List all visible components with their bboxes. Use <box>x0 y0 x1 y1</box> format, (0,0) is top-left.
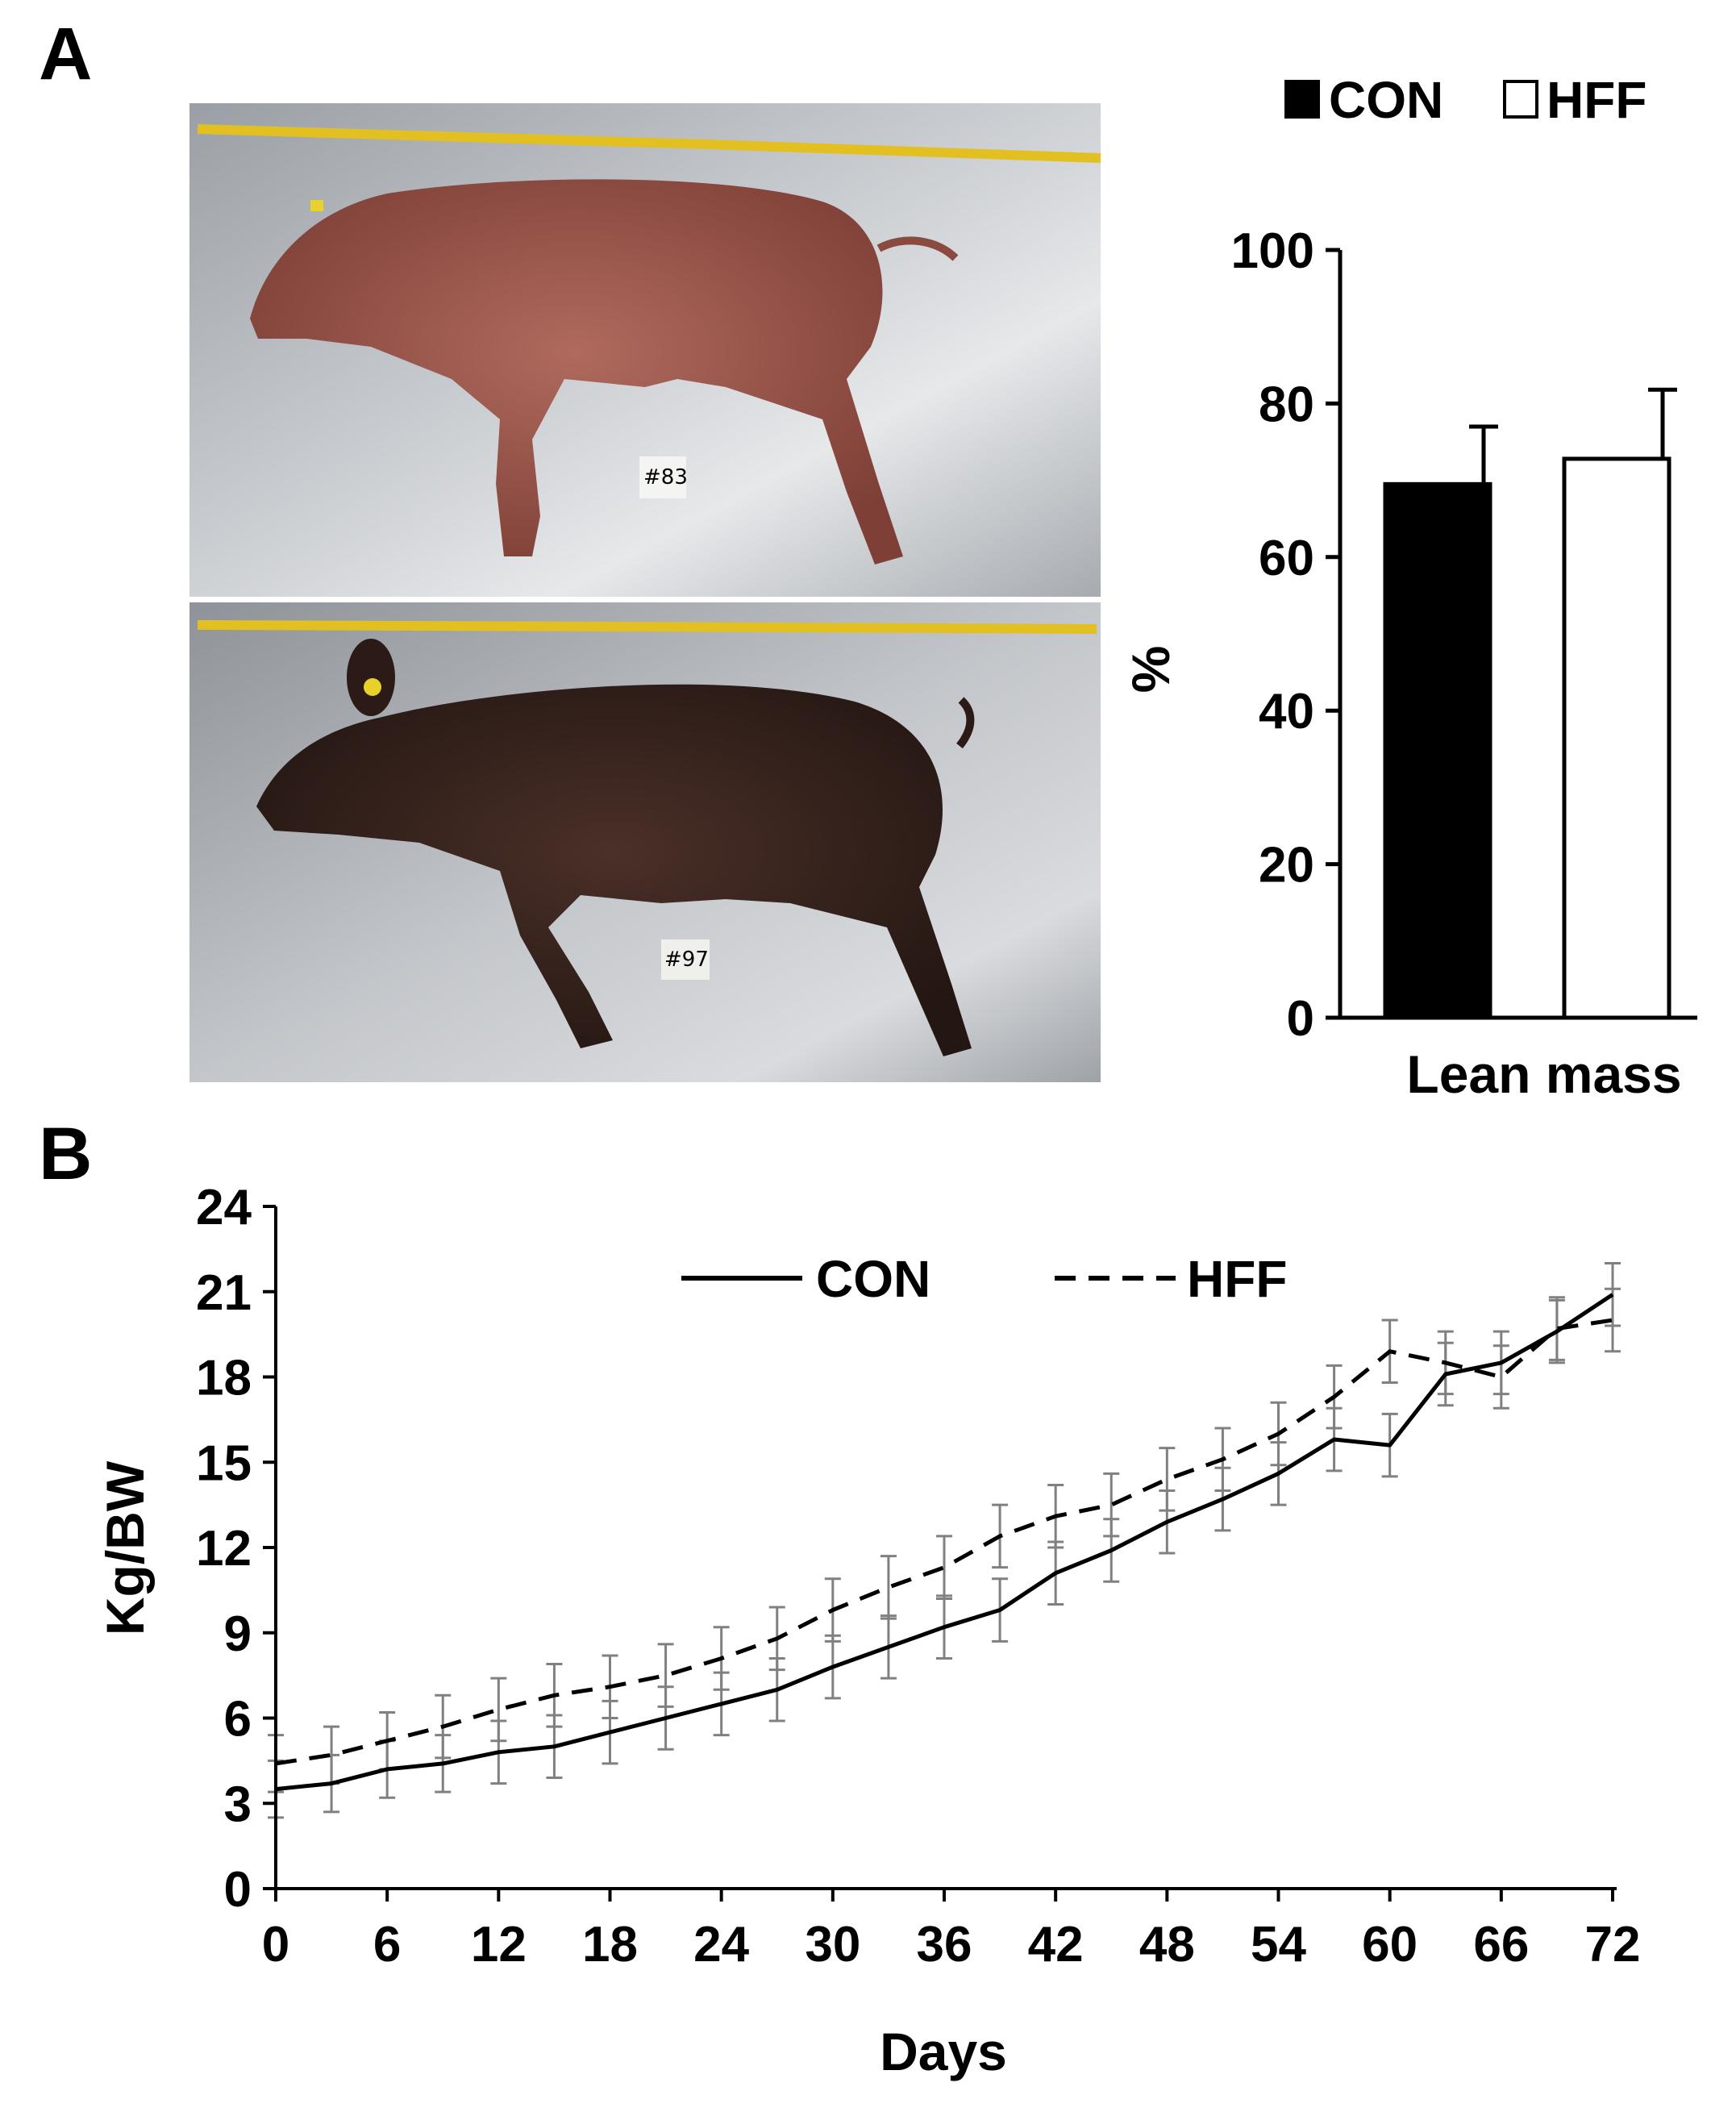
line-y-tick-label: 15 <box>196 1435 252 1491</box>
line-x-tick-label: 36 <box>917 1917 972 1972</box>
bar-y-tick-label: 0 <box>1287 991 1314 1047</box>
line-x-axis-label: Days <box>880 2022 1007 2081</box>
bar-y-tick-label: 20 <box>1259 838 1314 894</box>
bar-y-tick-label: 60 <box>1259 531 1314 586</box>
line-y-axis-label: Kg/BW <box>95 1460 155 1635</box>
legend-label-con: CON <box>1329 71 1443 129</box>
line-x-tick-label: 24 <box>693 1917 749 1972</box>
bar-bars <box>1383 387 1677 1020</box>
measuring-tape-bottom <box>197 620 1097 634</box>
line-x-tick-label: 54 <box>1251 1917 1306 1972</box>
bar-legend: CON HFF <box>1284 71 1646 129</box>
pig-tail-top <box>876 236 959 261</box>
line-y-tick-label: 3 <box>224 1777 252 1832</box>
bar-y-tick-label: 40 <box>1259 684 1314 739</box>
bar-con <box>1383 481 1492 1020</box>
line-x-tick-label: 48 <box>1139 1917 1195 1972</box>
line-x-tick-label: 6 <box>373 1917 401 1972</box>
series-line-con <box>275 1293 1614 1792</box>
line-y-tick-label: 6 <box>224 1692 252 1748</box>
line-x-tick-label: 42 <box>1028 1917 1084 1972</box>
tag-card-bottom <box>661 939 710 980</box>
tag-number-bottom: #97 <box>664 948 709 972</box>
line-x-tick-label: 60 <box>1362 1917 1418 1972</box>
line-y-tick-label: 18 <box>196 1351 252 1406</box>
line-x-tick-label: 72 <box>1585 1917 1641 1972</box>
bar-y-axis-label: % <box>1121 646 1180 694</box>
pig-tail-bottom <box>955 697 975 749</box>
panel-label-b: B <box>39 1113 92 1195</box>
line-y-tick-label: 24 <box>196 1180 252 1235</box>
bar-y-tick-label: 80 <box>1259 377 1314 432</box>
line-x-tick-label: 18 <box>582 1917 638 1972</box>
bar-hff <box>1562 456 1671 1020</box>
legend-label-hff: HFF <box>1547 71 1646 129</box>
bar-x-category-label: Lean mass <box>1406 1044 1681 1104</box>
measuring-tape-top <box>197 124 1101 163</box>
photo-bottom-pig: #97 <box>189 602 1101 1082</box>
bar-chart-lean-mass: CON HFF 0 20 40 60 80 100 % Lean mass <box>1121 71 1697 1104</box>
bar-y-ticks: 0 20 40 60 80 100 <box>1231 223 1340 1047</box>
line-x-tick-label: 0 <box>262 1917 289 1972</box>
series-line-hff <box>275 1318 1613 1766</box>
line-y-tick-label: 0 <box>224 1862 252 1918</box>
line-error-bars <box>268 1262 1621 1819</box>
line-y-tick-label: 12 <box>196 1521 252 1577</box>
line-x-tick-label: 30 <box>805 1917 860 1972</box>
tag-card-top <box>639 456 686 498</box>
legend-label-con-b: CON <box>816 1250 930 1308</box>
tag-number-top: #83 <box>643 465 688 489</box>
legend-label-hff-b: HFF <box>1187 1250 1287 1308</box>
pig-body-bottom <box>256 684 972 1056</box>
legend-swatch-hff <box>1503 80 1538 119</box>
line-x-tick-label: 66 <box>1473 1917 1529 1972</box>
legend-swatch-con <box>1284 80 1320 119</box>
bar-y-tick-label: 100 <box>1231 223 1314 279</box>
ear-tag-top <box>310 200 323 211</box>
pig-ear-bottom <box>347 639 395 716</box>
line-y-ticks: 0 3 6 9 12 15 18 21 24 <box>196 1180 276 1918</box>
line-y-tick-label: 9 <box>224 1606 252 1662</box>
photo-top-pig: #83 <box>189 103 1101 597</box>
line-legend: CON HFF <box>681 1250 1287 1308</box>
line-series <box>275 1293 1614 1792</box>
pig-body-top <box>250 179 903 564</box>
ear-tag-bottom <box>364 678 381 696</box>
line-x-tick-label: 12 <box>471 1917 527 1972</box>
panel-label-a: A <box>39 13 92 95</box>
line-y-tick-label: 21 <box>196 1265 252 1321</box>
line-x-ticks: 0 6 12 18 24 30 36 42 48 54 60 66 72 <box>262 1889 1641 1972</box>
